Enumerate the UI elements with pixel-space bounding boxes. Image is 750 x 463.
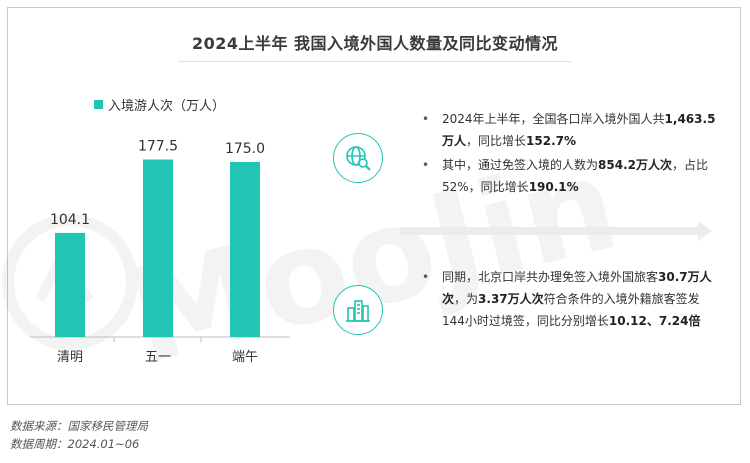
bullet-text: 其中，通过免签入境的人数为 bbox=[442, 158, 599, 172]
highlight-value: 3.37万人次 bbox=[478, 292, 544, 306]
bar-1 bbox=[55, 232, 85, 337]
bar-value-label: 175.0 bbox=[225, 141, 265, 157]
x-tick-label: 清明 bbox=[57, 350, 83, 365]
bullet-text: 符合条件的入境外籍旅客签发144小时过境签，同比分别增长 bbox=[442, 292, 700, 328]
source-line: 数据来源：国家移民管理局 bbox=[10, 419, 148, 433]
legend-swatch bbox=[94, 99, 103, 109]
bar-value-label: 177.5 bbox=[138, 139, 178, 155]
bullet-text: 2024年上半年，全国各口岸入境外国人共 bbox=[442, 112, 665, 126]
bar-chart: 104.1 清明 177.5 五一 175.0 端午 bbox=[30, 139, 290, 365]
highlight-value: 854.2万人次 bbox=[598, 158, 672, 172]
chart-frame bbox=[7, 7, 741, 405]
divider-arrow-line bbox=[400, 227, 700, 235]
highlight-value: 190.1% bbox=[528, 180, 579, 194]
chart-legend: 入境游人次（万人） bbox=[94, 96, 226, 114]
bar-value-label: 104.1 bbox=[50, 212, 90, 228]
bullet-text: ，同比增长 bbox=[466, 134, 527, 148]
insight-bullet: 其中，通过免签入境的人数为854.2万人次，占比52%，同比增长190.1% bbox=[420, 154, 720, 198]
globe-search-icon bbox=[333, 133, 383, 183]
city-buildings-icon bbox=[333, 285, 383, 335]
insight-bullet: 2024年上半年，全国各口岸入境外国人共1,463.5万人，同比增长152.7% bbox=[420, 108, 720, 152]
chart-title: 2024上半年 我国入境外国人数量及同比变动情况 bbox=[191, 34, 559, 53]
x-tick-label: 五一 bbox=[145, 350, 171, 365]
insight-list-top: 2024年上半年，全国各口岸入境外国人共1,463.5万人，同比增长152.7%… bbox=[420, 108, 720, 198]
insight-list-bottom: 同期，北京口岸共办理免签入境外国旅客30.7万人次，为3.37万人次符合条件的入… bbox=[420, 266, 720, 332]
highlight-value: 1,463.5万人 bbox=[442, 112, 716, 148]
highlight-value: 10.12、7.24倍 bbox=[608, 314, 701, 328]
bullet-text: ，占比52%，同比增长 bbox=[442, 158, 708, 194]
bullet-text: 同期，北京口岸共办理免签入境外国旅客 bbox=[442, 270, 659, 284]
bullet-text: ，为 bbox=[454, 292, 479, 306]
bar-2 bbox=[143, 159, 173, 337]
legend-label: 入境游人次（万人） bbox=[108, 98, 226, 114]
period-line: 数据周期：2024.01~06 bbox=[10, 437, 140, 451]
x-tick-label: 端午 bbox=[232, 350, 258, 365]
bar-3 bbox=[230, 162, 260, 337]
insight-bullet: 同期，北京口岸共办理免签入境外国旅客30.7万人次，为3.37万人次符合条件的入… bbox=[420, 266, 720, 332]
highlight-value: 152.7% bbox=[526, 134, 577, 148]
title-divider bbox=[178, 61, 572, 62]
highlight-value: 30.7万人次 bbox=[442, 270, 712, 306]
divider-arrow-head bbox=[698, 221, 712, 241]
